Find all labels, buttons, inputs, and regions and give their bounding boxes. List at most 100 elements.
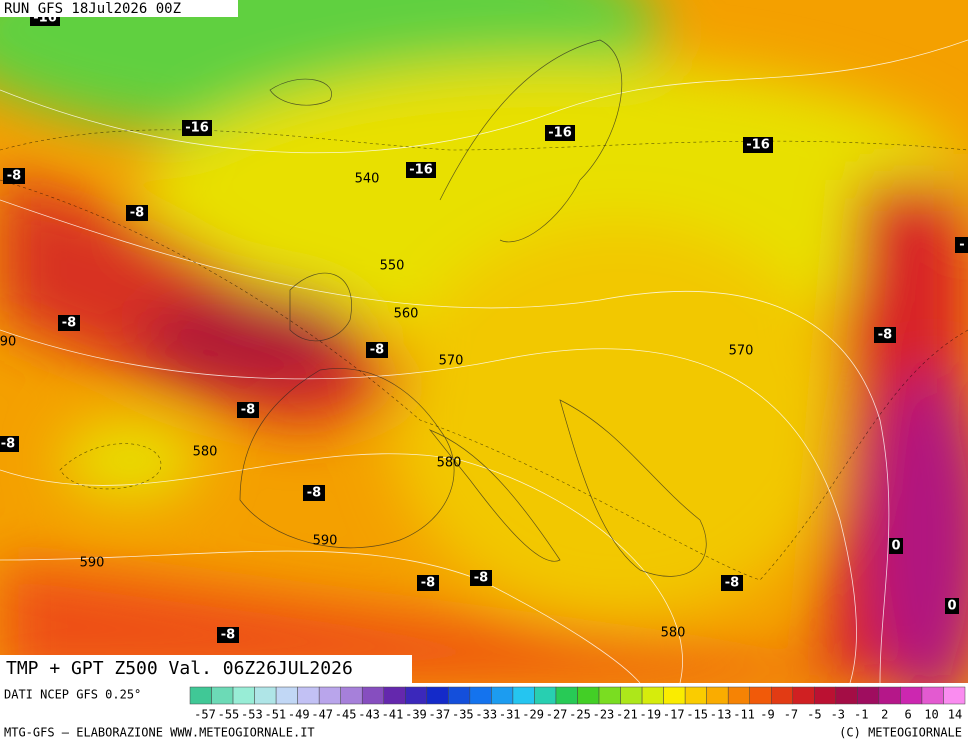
temperature-label-box	[237, 402, 259, 418]
scale-label: -51	[264, 708, 286, 722]
temperature-label-box	[0, 436, 19, 452]
temperature-label-box	[417, 575, 439, 591]
temperature-label: 0	[891, 539, 900, 554]
scale-label: -11	[733, 708, 755, 722]
scale-box	[555, 686, 578, 705]
temperature-label: -8	[7, 169, 21, 184]
height-label: 580	[193, 445, 218, 460]
scale-box	[943, 686, 966, 705]
scale-label: -13	[710, 708, 732, 722]
height-label: 560	[394, 307, 419, 322]
scale-box	[577, 686, 600, 705]
scale-box	[469, 686, 492, 705]
height-label: 550	[380, 259, 405, 274]
height-label: 580	[661, 626, 686, 641]
scale-label: -3	[831, 708, 845, 722]
copyright: (C) METEOGIORNALE	[839, 726, 962, 740]
scale-box	[684, 686, 707, 705]
color-scale: -57 -55 -53 -51 -49 -47 -45 -43 -41 -39 -37 -35 -33-…	[189, 686, 966, 722]
scale-label: -49	[288, 708, 310, 722]
temperature-label-box	[366, 342, 388, 358]
scale-box	[900, 686, 923, 705]
scale-box	[598, 686, 621, 705]
scale-box	[189, 686, 212, 705]
scale-label: 14	[948, 708, 962, 722]
scale-label: -37	[429, 708, 451, 722]
scale-label: -45	[335, 708, 357, 722]
scale-box	[275, 686, 298, 705]
temperature-label: -8	[1, 437, 15, 452]
temperature-label: -8	[307, 486, 321, 501]
scale-label: 10	[924, 708, 938, 722]
run-box	[0, 0, 238, 17]
scale-label: -23	[593, 708, 615, 722]
temperature-label: -8	[421, 576, 435, 591]
scale-box	[297, 686, 320, 705]
scale-label: -43	[358, 708, 380, 722]
height-label: 580	[437, 456, 462, 471]
scale-box	[340, 686, 363, 705]
scale-label: -25	[569, 708, 591, 722]
scale-label: -9	[760, 708, 774, 722]
scale-label: -15	[686, 708, 708, 722]
scale-box	[663, 686, 686, 705]
height-label: 90	[0, 335, 16, 350]
scale-box	[254, 686, 277, 705]
scale-label: -35	[452, 708, 474, 722]
temperature-label: -8	[241, 403, 255, 418]
scale-box	[814, 686, 837, 705]
scale-label: -19	[639, 708, 661, 722]
temperature-label-box	[945, 598, 959, 614]
scale-box	[426, 686, 449, 705]
title-box	[0, 655, 412, 683]
scale-box	[620, 686, 643, 705]
scale-box	[318, 686, 341, 705]
temperature-label: -16	[185, 121, 209, 136]
scale-label: -55	[218, 708, 240, 722]
temperature-label-box	[406, 162, 436, 178]
scale-label: -1	[854, 708, 868, 722]
scale-label: -41	[382, 708, 404, 722]
scale-box	[361, 686, 385, 705]
scale-label: -39	[405, 708, 427, 722]
scale-label: -7	[784, 708, 798, 722]
scale-label: 6	[905, 708, 912, 722]
scale-label: -47	[311, 708, 333, 722]
temperature-label-box	[874, 327, 896, 343]
scale-box	[792, 686, 815, 705]
temperature-contours	[0, 129, 968, 581]
temperature-label: -16	[409, 163, 433, 178]
temperature-label-box	[126, 205, 148, 221]
temperature-label: -8	[370, 343, 384, 358]
height-label: 570	[439, 354, 464, 369]
scale-label: -17	[663, 708, 685, 722]
scale-box	[641, 686, 664, 705]
scale-label: -31	[499, 708, 521, 722]
scale-box	[405, 686, 428, 705]
scale-label: -27	[546, 708, 568, 722]
map-title: TMP + GPT Z500 Val. 06Z26JUL2026	[6, 658, 353, 679]
scale-box	[491, 686, 514, 705]
scale-box	[749, 686, 772, 705]
temperature-label: -8	[725, 576, 739, 591]
temperature-label: 0	[947, 599, 956, 614]
scale-box	[512, 686, 535, 705]
scale-box	[878, 686, 901, 705]
scale-box	[727, 686, 750, 705]
scale-box	[857, 686, 880, 705]
temperature-label: -8	[62, 316, 76, 331]
temperature-label-box	[303, 485, 325, 501]
height-label: 540	[355, 172, 380, 187]
temperature-label-box	[217, 627, 239, 643]
scale-box	[211, 686, 234, 705]
scale-label: -29	[522, 708, 544, 722]
scale-label: -53	[241, 708, 263, 722]
temperature-label: -16	[746, 138, 770, 153]
scale-label: -5	[807, 708, 821, 722]
scale-box	[706, 686, 729, 705]
temperature-label: -8	[474, 571, 488, 586]
temperature-label: -8	[130, 206, 144, 221]
temperature-label-box	[545, 125, 575, 141]
height-contours	[0, 39, 968, 683]
